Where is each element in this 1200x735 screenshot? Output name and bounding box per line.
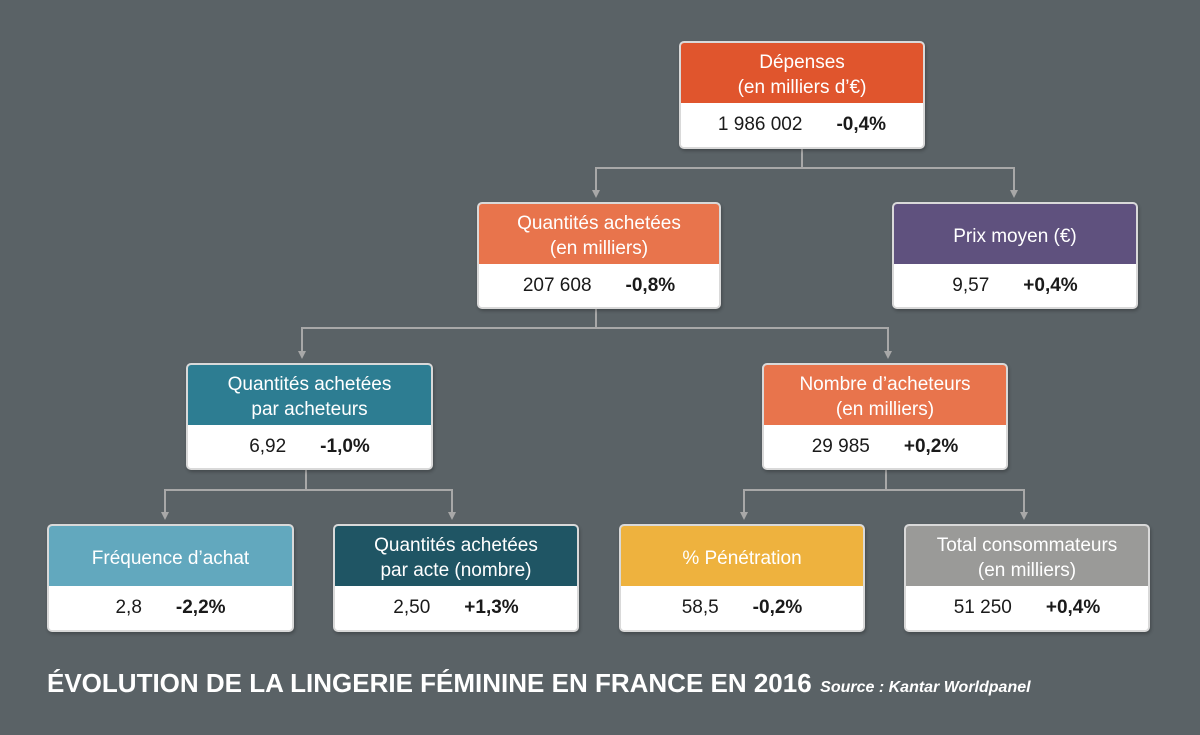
node-acheteurs-title: Nombre d’acheteurs (en milliers): [764, 365, 1006, 429]
node-frequence-achat: Fréquence d’achat 2,8 -2,2%: [47, 524, 294, 632]
connector-quantites-acheteurs: [596, 327, 892, 359]
node-acheteurs-value: 29 985: [811, 435, 870, 457]
connector-acheteurs-pene: [740, 470, 887, 520]
node-qacte-values: 2,50 +1,3%: [335, 586, 577, 630]
node-qpa-values: 6,92 -1,0%: [188, 425, 431, 468]
node-quantites-par-acheteurs: Quantités achetées par acheteurs 6,92 -1…: [186, 363, 433, 470]
node-prix-value: 9,57: [952, 274, 990, 296]
node-pene-values: 58,5 -0,2%: [621, 586, 863, 630]
node-qacte-change: +1,3%: [464, 597, 519, 618]
node-total-consommateurs: Total consommateurs (en milliers) 51 250…: [904, 524, 1150, 632]
node-quantites-change: -0,8%: [625, 274, 676, 296]
node-depenses: Dépenses (en milliers d’€) 1 986 002 -0,…: [679, 41, 925, 149]
connector-quantites-qpa: [298, 309, 597, 359]
caption-title: ÉVOLUTION DE LA LINGERIE FÉMININE EN FRA…: [47, 668, 812, 698]
node-total-value: 51 250: [953, 597, 1012, 618]
figure-caption: ÉVOLUTION DE LA LINGERIE FÉMININE EN FRA…: [47, 668, 1031, 699]
connector-depenses-quantites: [592, 149, 803, 198]
node-quantites-achetees: Quantités achetées (en milliers) 207 608…: [477, 202, 721, 309]
node-penetration: % Pénétration 58,5 -0,2%: [619, 524, 865, 632]
node-quantites-par-acte: Quantités achetées par acte (nombre) 2,5…: [333, 524, 579, 632]
node-prix-title: Prix moyen (€): [894, 204, 1136, 268]
node-nombre-acheteurs: Nombre d’acheteurs (en milliers) 29 985 …: [762, 363, 1008, 470]
node-qacte-title: Quantités achetées par acte (nombre): [335, 526, 577, 590]
node-total-title: Total consommateurs (en milliers): [906, 526, 1148, 590]
node-pene-value: 58,5: [681, 597, 719, 618]
connector-qpa-freq: [161, 470, 307, 520]
node-total-values: 51 250 +0,4%: [906, 586, 1148, 630]
node-prix-values: 9,57 +0,4%: [894, 264, 1136, 307]
connector-qpa-qacte: [306, 489, 456, 520]
node-depenses-value: 1 986 002: [717, 114, 803, 135]
connector-depenses-prix: [802, 167, 1018, 198]
node-acheteurs-change: +0,2%: [903, 435, 959, 457]
node-total-change: +0,4%: [1045, 597, 1101, 618]
node-quantites-value: 207 608: [522, 274, 592, 296]
node-pene-title: % Pénétration: [621, 526, 863, 590]
node-qacte-value: 2,50: [393, 597, 431, 618]
connector-acheteurs-total: [886, 489, 1028, 520]
node-quantites-title: Quantités achetées (en milliers): [479, 204, 719, 268]
node-freq-value: 2,8: [115, 597, 142, 618]
node-qpa-title: Quantités achetées par acheteurs: [188, 365, 431, 429]
node-quantites-values: 207 608 -0,8%: [479, 264, 719, 307]
node-depenses-change: -0,4%: [836, 114, 887, 135]
node-freq-title: Fréquence d’achat: [49, 526, 292, 590]
node-qpa-value: 6,92: [249, 435, 287, 457]
node-depenses-values: 1 986 002 -0,4%: [681, 103, 923, 147]
node-freq-change: -2,2%: [175, 597, 226, 618]
node-pene-change: -0,2%: [752, 597, 803, 618]
node-acheteurs-values: 29 985 +0,2%: [764, 425, 1006, 468]
node-prix-moyen: Prix moyen (€) 9,57 +0,4%: [892, 202, 1138, 309]
node-qpa-change: -1,0%: [320, 435, 370, 457]
node-depenses-title: Dépenses (en milliers d’€): [681, 43, 923, 107]
node-freq-values: 2,8 -2,2%: [49, 586, 292, 630]
node-prix-change: +0,4%: [1023, 274, 1078, 296]
caption-source: Source : Kantar Worldpanel: [820, 679, 1031, 696]
